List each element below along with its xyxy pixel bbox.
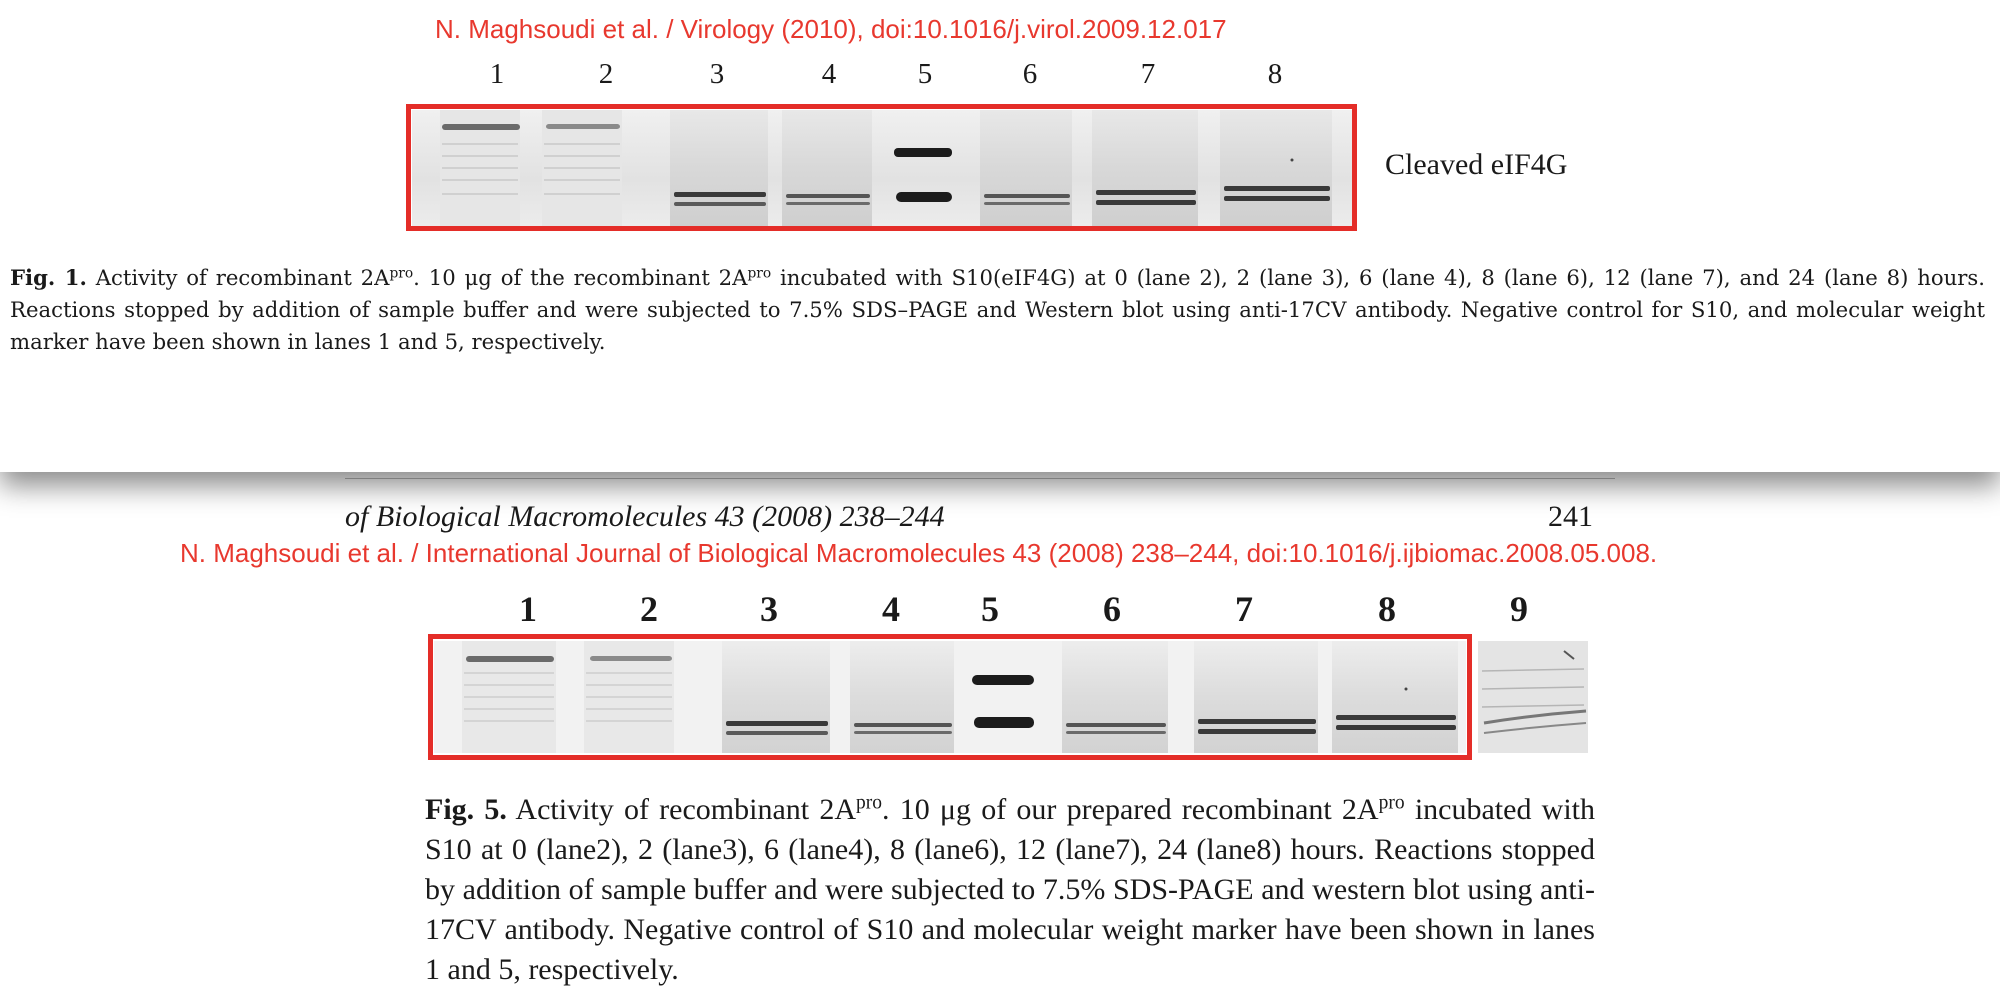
lane-number: 2: [640, 589, 658, 629]
citation-virology: N. Maghsoudi et al. / Virology (2010), d…: [435, 14, 1227, 44]
band-label-cleaved-eif4g: Cleaved eIF4G: [1385, 148, 1568, 181]
lane-number: 4: [821, 58, 837, 90]
western-blot-image-top: [412, 110, 1352, 226]
lane-numbers-bottom: 1 2 3 4 5 6 7 8 9: [0, 588, 2000, 634]
western-blot-image-bottom: [434, 641, 1588, 753]
lane-number: 4: [882, 589, 900, 629]
header-rule: [345, 478, 1615, 479]
faint-bands-bottom: [464, 672, 672, 722]
lane-number: 3: [709, 58, 725, 90]
lane-number: 3: [760, 589, 778, 629]
caption-superscript: pro: [747, 265, 772, 282]
caption-text: . 10 μg of our prepared recombinant 2A: [882, 793, 1379, 826]
cleaved-bands-bottom: [726, 715, 1456, 735]
figure-caption-bottom: Fig. 5. Activity of recombinant 2Apro. 1…: [425, 790, 1595, 990]
lane-number: 9: [1510, 589, 1528, 629]
highlight-box-top: [406, 104, 1357, 231]
citation-ijbm: N. Maghsoudi et al. / International Jour…: [180, 538, 1658, 569]
lane-number: 6: [1103, 589, 1121, 629]
lane-number: 5: [981, 589, 999, 629]
highlight-box-bottom: [428, 634, 1472, 760]
caption-superscript: pro: [389, 265, 414, 282]
lane-number: 1: [519, 589, 537, 629]
journal-running-header: of Biological Macromolecules 43 (2008) 2…: [345, 500, 945, 533]
lane-number: 7: [1140, 58, 1156, 90]
figure-label: Fig. 5.: [425, 793, 507, 826]
figure-caption-top: Fig. 1. Activity of recombinant 2Apro. 1…: [10, 262, 1985, 358]
lane-number: 2: [598, 58, 614, 90]
caption-text: incubated with S10(eIF4G) at 0 (lane 2),…: [10, 265, 1986, 354]
lane-number: 8: [1267, 58, 1283, 90]
lane-number: 6: [1022, 58, 1038, 90]
figure-label: Fig. 1.: [10, 265, 87, 290]
cleaved-bands-top: [674, 186, 1330, 206]
lane-number: 8: [1378, 589, 1396, 629]
caption-text: Activity of recombinant 2A: [86, 265, 390, 290]
figure-panel-virology: N. Maghsoudi et al. / Virology (2010), d…: [0, 0, 2000, 472]
faint-bands-top: [442, 143, 620, 195]
caption-text: Activity of recombinant 2A: [506, 793, 856, 826]
page-number: 241: [1548, 500, 1593, 533]
lane-number: 7: [1235, 589, 1253, 629]
lane-number: 5: [917, 58, 933, 90]
caption-text: incubated with S10 at 0 (lane2), 2 (lane…: [425, 793, 1595, 986]
caption-text: . 10 μg of the recombinant 2A: [413, 265, 748, 290]
caption-superscript: pro: [856, 792, 882, 814]
caption-superscript: pro: [1378, 792, 1405, 814]
lane-numbers-top: 1 2 3 4 5 6 7 8: [0, 58, 2000, 98]
lane-number: 1: [489, 58, 505, 90]
